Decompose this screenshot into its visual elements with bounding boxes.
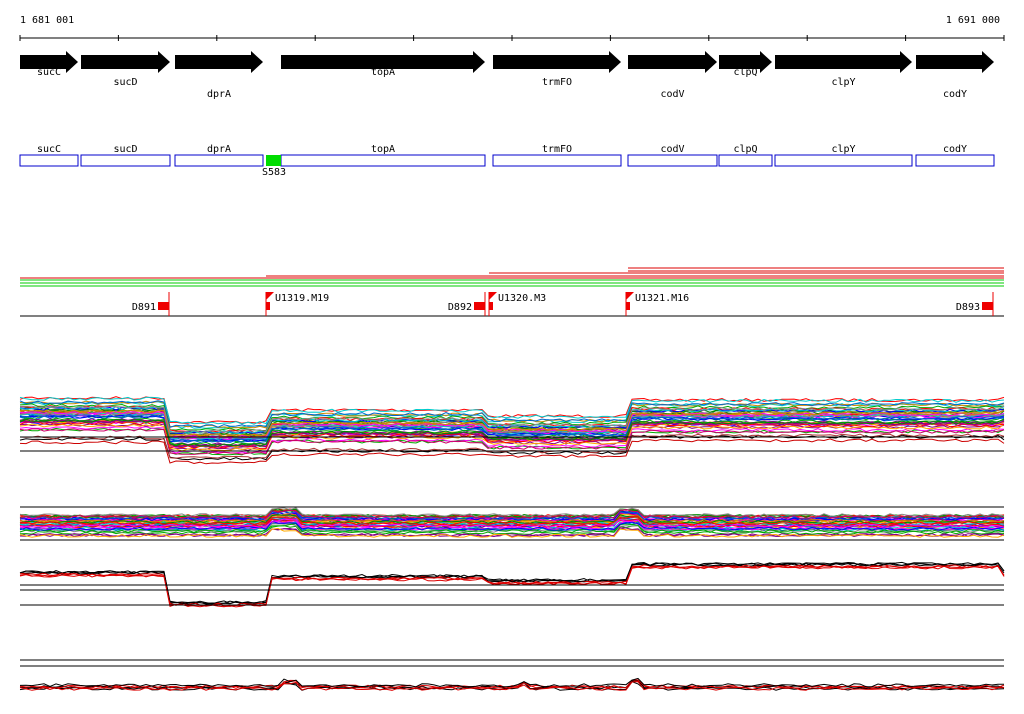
marker bbox=[489, 302, 493, 310]
gene-label: dprA bbox=[207, 89, 231, 100]
gene-box bbox=[80, 154, 171, 167]
gene-arrow bbox=[719, 51, 772, 73]
profile-line bbox=[19, 527, 1005, 538]
profile-line bbox=[19, 507, 1005, 518]
marker bbox=[266, 302, 270, 310]
profile-line bbox=[19, 400, 1005, 429]
marker-label: D891 bbox=[132, 302, 156, 313]
profile-line bbox=[19, 409, 1005, 438]
site-box bbox=[266, 155, 281, 166]
profile-line bbox=[19, 433, 1005, 460]
box-label: trmFO bbox=[542, 144, 572, 155]
profile-line bbox=[19, 561, 1005, 604]
gene-arrow bbox=[775, 51, 912, 73]
profile-line bbox=[19, 428, 1005, 455]
gene-arrow bbox=[81, 51, 170, 73]
profile-line bbox=[19, 396, 1005, 425]
gene-label: sucD bbox=[113, 77, 137, 88]
gene-label: topA bbox=[371, 67, 395, 78]
box-label: topA bbox=[371, 144, 395, 155]
profile-line bbox=[19, 414, 1005, 443]
start-coord: 1 681 001 bbox=[20, 15, 74, 26]
gene-arrow bbox=[916, 51, 994, 73]
site-label: S583 bbox=[262, 167, 286, 178]
marker-label: U1321.M16 bbox=[635, 293, 689, 304]
profile-line bbox=[19, 434, 1005, 461]
marker bbox=[626, 302, 630, 310]
box-label: sucD bbox=[113, 144, 137, 155]
gene-box bbox=[718, 154, 773, 167]
gene-box bbox=[492, 154, 622, 167]
gene-arrow bbox=[493, 51, 621, 73]
gene-label: codV bbox=[660, 89, 684, 100]
marker-flag bbox=[266, 292, 274, 300]
profile-line bbox=[19, 515, 1005, 526]
profile-line bbox=[19, 680, 1005, 691]
profile-line bbox=[19, 523, 1005, 533]
profile-line bbox=[19, 421, 1005, 450]
box-label: codV bbox=[660, 144, 684, 155]
profile-line bbox=[19, 512, 1005, 523]
marker bbox=[474, 302, 485, 310]
profile-line bbox=[19, 405, 1005, 434]
profile-line bbox=[19, 403, 1005, 431]
box-label: clpQ bbox=[733, 144, 757, 155]
profile-line bbox=[19, 520, 1005, 531]
marker-label: U1319.M19 bbox=[275, 293, 329, 304]
gene-label: sucC bbox=[37, 67, 61, 78]
profile-line bbox=[19, 514, 1005, 525]
marker-label: U1320.M3 bbox=[498, 293, 546, 304]
gene-box bbox=[280, 154, 486, 167]
marker bbox=[982, 302, 993, 310]
gene-box bbox=[19, 154, 79, 167]
marker-flag bbox=[626, 292, 634, 300]
profile-line bbox=[19, 565, 1005, 608]
gene-arrow bbox=[175, 51, 263, 73]
profile-line bbox=[19, 438, 1005, 465]
gene-arrow bbox=[628, 51, 717, 73]
gene-box bbox=[627, 154, 718, 167]
marker-flag bbox=[489, 292, 497, 300]
gene-box bbox=[915, 154, 995, 167]
profile-line bbox=[19, 418, 1005, 447]
marker-label: D893 bbox=[956, 302, 980, 313]
marker-label: D892 bbox=[448, 302, 472, 313]
gene-arrow bbox=[20, 51, 78, 73]
profile-line bbox=[19, 515, 1005, 526]
box-label: clpY bbox=[831, 144, 855, 155]
gene-arrow bbox=[281, 51, 485, 73]
profile-line bbox=[20, 562, 1005, 605]
profile-line bbox=[19, 677, 1004, 688]
box-label: sucC bbox=[37, 144, 61, 155]
profile-line bbox=[19, 562, 1005, 605]
marker bbox=[158, 302, 169, 310]
gene-label: clpQ bbox=[733, 67, 757, 78]
profile-line bbox=[19, 564, 1005, 608]
gene-box bbox=[174, 154, 264, 167]
profile-line bbox=[19, 508, 1005, 519]
box-label: codY bbox=[943, 144, 967, 155]
profile-line bbox=[19, 411, 1005, 440]
gene-box bbox=[774, 154, 913, 167]
gene-label: codY bbox=[943, 89, 967, 100]
end-coord: 1 691 000 bbox=[946, 15, 1000, 26]
gene-label: trmFO bbox=[542, 77, 572, 88]
profile-line bbox=[20, 518, 1005, 528]
box-label: dprA bbox=[207, 144, 231, 155]
profile-line bbox=[19, 520, 1005, 531]
gene-label: clpY bbox=[831, 77, 855, 88]
